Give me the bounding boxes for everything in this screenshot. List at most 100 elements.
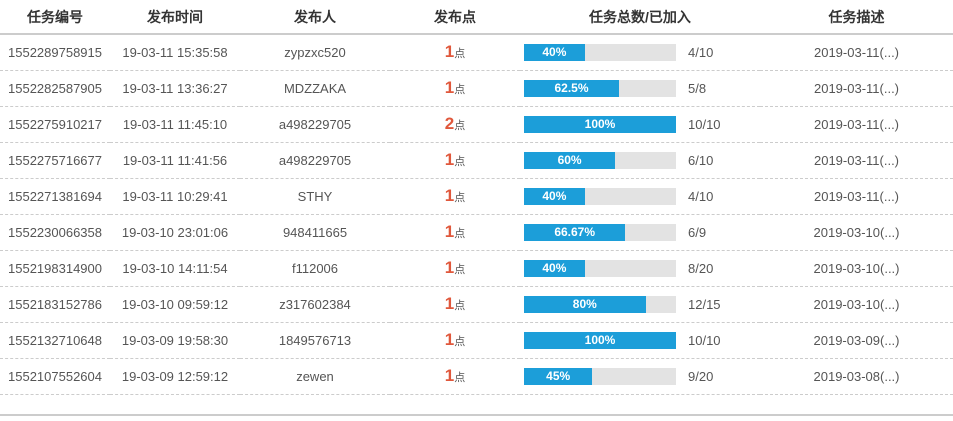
description-cell: 2019-03-10(...) xyxy=(760,214,953,251)
publish-time-cell: 19-03-09 19:58:30 xyxy=(110,322,240,359)
progress-bar: 60% xyxy=(524,151,676,169)
table-row[interactable]: 1552275716677 19-03-11 11:41:56 a4982297… xyxy=(0,142,953,179)
joined-total-fraction: 8/20 xyxy=(688,260,714,276)
points-number: 1 xyxy=(444,186,455,205)
description-cell: 2019-03-11(...) xyxy=(760,34,953,71)
publisher-cell: zypzxc520 xyxy=(240,34,390,71)
points-cell: 1点 xyxy=(390,322,520,359)
progress-bar: 100% xyxy=(524,115,676,133)
progress-bar: 100% xyxy=(524,331,676,349)
progress-bar-fill: 66.67% xyxy=(524,223,626,241)
points-unit: 点 xyxy=(454,372,466,384)
publisher-cell: a498229705 xyxy=(240,142,390,179)
points-unit: 点 xyxy=(454,300,466,312)
joined-total-fraction: 10/10 xyxy=(688,332,721,348)
table-header-row: 任务编号 发布时间 发布人 发布点 任务总数/已加入 任务描述 xyxy=(0,0,953,35)
table-row[interactable]: 1552289758915 19-03-11 15:35:58 zypzxc52… xyxy=(0,34,953,71)
points-number: 1 xyxy=(444,42,455,62)
column-header-points: 发布点 xyxy=(390,0,520,35)
task-id-cell: 1552132710648 xyxy=(0,322,110,359)
table-row[interactable]: 1552282587905 19-03-11 13:36:27 MDZZAKA … xyxy=(0,70,953,107)
progress-percent-label: 100% xyxy=(584,332,616,347)
publish-time-cell: 19-03-11 10:29:41 xyxy=(110,178,240,215)
table-row[interactable]: 1552230066358 19-03-10 23:01:06 94841166… xyxy=(0,214,953,251)
points-number: 1 xyxy=(444,258,455,277)
points-cell: 1点 xyxy=(390,250,520,287)
progress-bar: 80% xyxy=(524,295,676,313)
publish-time-cell: 19-03-11 15:35:58 xyxy=(110,34,240,71)
points-number: 1 xyxy=(444,294,455,313)
table-row[interactable]: 1552132710648 19-03-09 19:58:30 18495767… xyxy=(0,322,953,359)
column-header-publisher: 发布人 xyxy=(240,0,390,35)
joined-total-fraction: 5/8 xyxy=(688,80,707,96)
publish-time-cell: 19-03-11 11:45:10 xyxy=(110,106,240,143)
progress-cell: 40% 4/10 xyxy=(520,34,760,71)
progress-percent-label: 62.5% xyxy=(554,80,589,95)
table-row[interactable]: 1552198314900 19-03-10 14:11:54 f112006 … xyxy=(0,250,953,287)
progress-percent-label: 66.67% xyxy=(554,224,596,239)
points-cell: 1点 xyxy=(390,70,520,107)
progress-bar-fill: 80% xyxy=(524,295,646,313)
points-number: 1 xyxy=(444,330,455,349)
points-number: 1 xyxy=(444,222,455,241)
task-id-cell: 1552275716677 xyxy=(0,142,110,179)
progress-group: 66.67% 6/9 xyxy=(520,223,760,241)
points-cell: 2点 xyxy=(390,106,520,143)
publisher-cell: zewen xyxy=(240,358,390,395)
description-cell: 2019-03-09(...) xyxy=(760,322,953,359)
progress-cell: 80% 12/15 xyxy=(520,286,760,323)
task-id-cell: 1552289758915 xyxy=(0,34,110,71)
publish-time-cell: 19-03-10 09:59:12 xyxy=(110,286,240,323)
column-header-publish-time: 发布时间 xyxy=(110,0,240,35)
points-number: 2 xyxy=(444,114,455,133)
description-cell: 2019-03-10(...) xyxy=(760,250,953,287)
task-id-cell: 1552271381694 xyxy=(0,178,110,215)
table-row[interactable]: 1552275910217 19-03-11 11:45:10 a4982297… xyxy=(0,106,953,143)
table-row[interactable]: 1552271381694 19-03-11 10:29:41 STHY 1点 … xyxy=(0,178,953,215)
progress-group: 40% 4/10 xyxy=(520,187,760,205)
publisher-cell: f112006 xyxy=(240,250,390,287)
table-row[interactable]: 1552183152786 19-03-10 09:59:12 z3176023… xyxy=(0,286,953,323)
progress-cell: 66.67% 6/9 xyxy=(520,214,760,251)
publisher-cell: z317602384 xyxy=(240,286,390,323)
progress-percent-label: 40% xyxy=(542,260,567,275)
progress-bar-fill: 100% xyxy=(524,115,676,133)
column-header-description: 任务描述 xyxy=(760,0,953,35)
progress-percent-label: 80% xyxy=(572,296,597,311)
progress-cell: 40% 8/20 xyxy=(520,250,760,287)
points-cell: 1点 xyxy=(390,142,520,179)
points-unit: 点 xyxy=(454,336,466,348)
progress-bar-fill: 100% xyxy=(524,331,676,349)
progress-group: 60% 6/10 xyxy=(520,151,760,169)
tasks-table: 任务编号 发布时间 发布人 发布点 任务总数/已加入 任务描述 15522897… xyxy=(0,0,953,395)
description-cell: 2019-03-10(...) xyxy=(760,286,953,323)
progress-cell: 100% 10/10 xyxy=(520,322,760,359)
joined-total-fraction: 4/10 xyxy=(688,44,714,60)
progress-group: 100% 10/10 xyxy=(520,331,760,349)
bottom-divider xyxy=(0,413,953,416)
publisher-cell: STHY xyxy=(240,178,390,215)
points-unit: 点 xyxy=(454,156,466,168)
progress-bar-fill: 40% xyxy=(524,259,585,277)
progress-bar-fill: 40% xyxy=(524,43,585,61)
progress-bar: 45% xyxy=(524,367,676,385)
publisher-cell: 948411665 xyxy=(240,214,390,251)
points-number: 1 xyxy=(444,78,455,97)
joined-total-fraction: 6/9 xyxy=(688,224,707,240)
progress-group: 100% 10/10 xyxy=(520,115,760,133)
points-cell: 1点 xyxy=(390,358,520,395)
progress-cell: 40% 4/10 xyxy=(520,178,760,215)
progress-cell: 100% 10/10 xyxy=(520,106,760,143)
description-cell: 2019-03-08(...) xyxy=(760,358,953,395)
task-id-cell: 1552198314900 xyxy=(0,250,110,287)
publisher-cell: MDZZAKA xyxy=(240,70,390,107)
progress-bar-fill: 45% xyxy=(524,367,593,385)
points-unit: 点 xyxy=(454,264,466,276)
description-cell: 2019-03-11(...) xyxy=(760,142,953,179)
task-id-cell: 1552282587905 xyxy=(0,70,110,107)
progress-percent-label: 100% xyxy=(584,116,616,131)
progress-percent-label: 40% xyxy=(542,188,567,203)
table-row[interactable]: 1552107552604 19-03-09 12:59:12 zewen 1点… xyxy=(0,358,953,395)
progress-bar: 40% xyxy=(524,43,676,61)
joined-total-fraction: 10/10 xyxy=(688,116,721,132)
